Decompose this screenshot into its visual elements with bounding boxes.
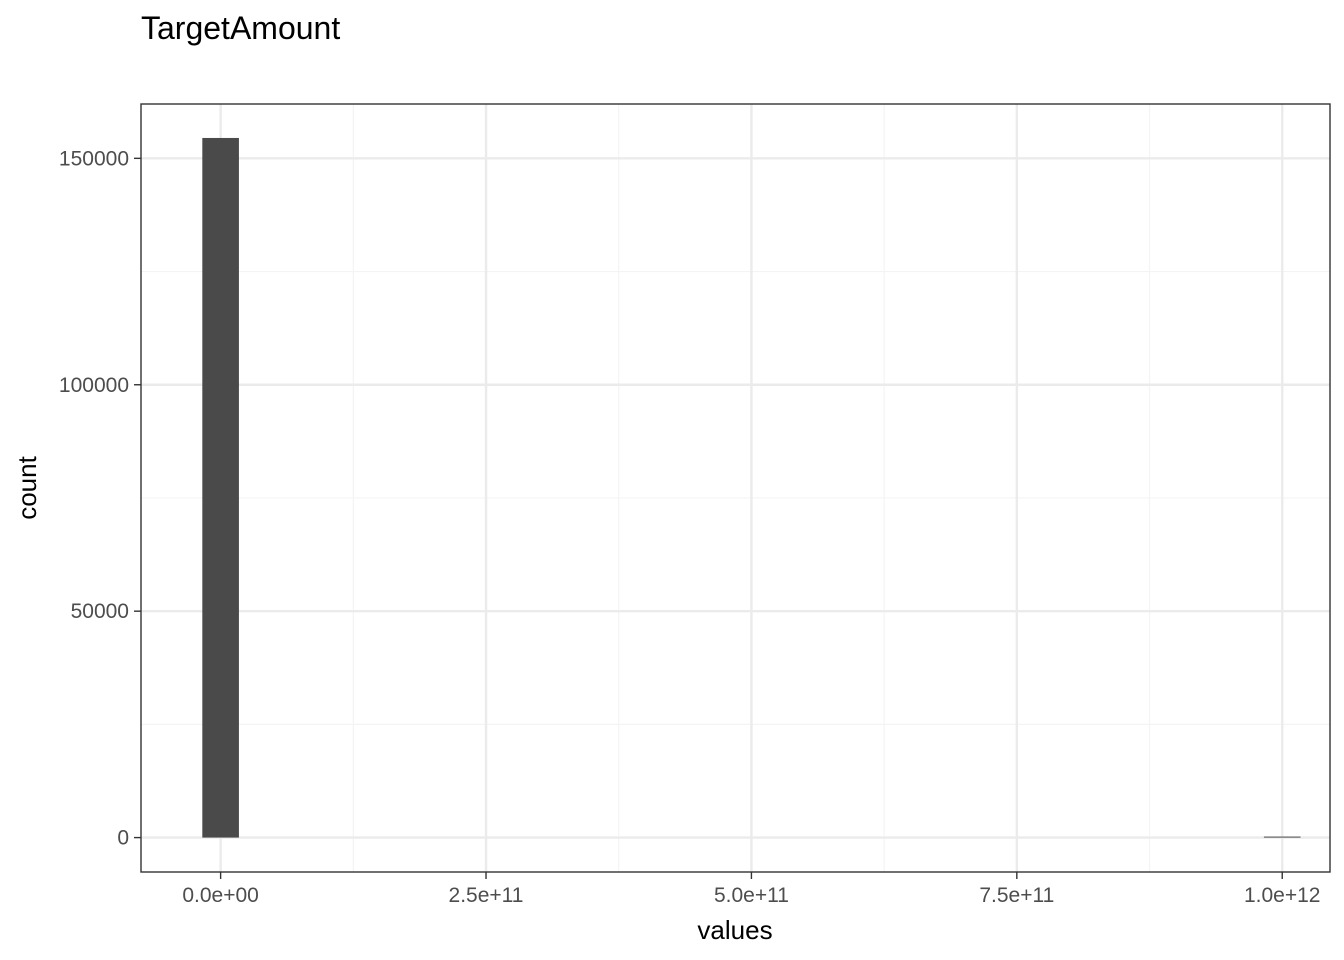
- x-tick-label: 0.0e+00: [182, 884, 259, 907]
- x-tick-label: 7.5e+11: [979, 884, 1054, 907]
- y-axis-ticks: 0 50000 100000 150000: [59, 147, 141, 850]
- y-axis-title: count: [12, 455, 42, 519]
- x-axis-title: values: [697, 915, 772, 945]
- panel-border: [140, 103, 1331, 873]
- x-axis-ticks: 0.0e+00 2.5e+11 5.0e+11 7.5e+11 1.0e+12: [182, 872, 1320, 907]
- histogram-bar: [202, 137, 239, 838]
- y-tick-label: 50000: [71, 600, 129, 623]
- x-tick-label: 1.0e+12: [1244, 884, 1321, 907]
- y-tick-label: 100000: [59, 374, 129, 397]
- x-tick-label: 2.5e+11: [449, 884, 524, 907]
- grid-lines: [141, 104, 1330, 872]
- histogram-bar: [1263, 836, 1301, 838]
- chart-title: TargetAmount: [141, 10, 340, 46]
- y-tick-label: 0: [117, 827, 129, 850]
- y-tick-label: 150000: [59, 147, 129, 170]
- x-tick-label: 5.0e+11: [714, 884, 789, 907]
- bars: [202, 137, 1301, 838]
